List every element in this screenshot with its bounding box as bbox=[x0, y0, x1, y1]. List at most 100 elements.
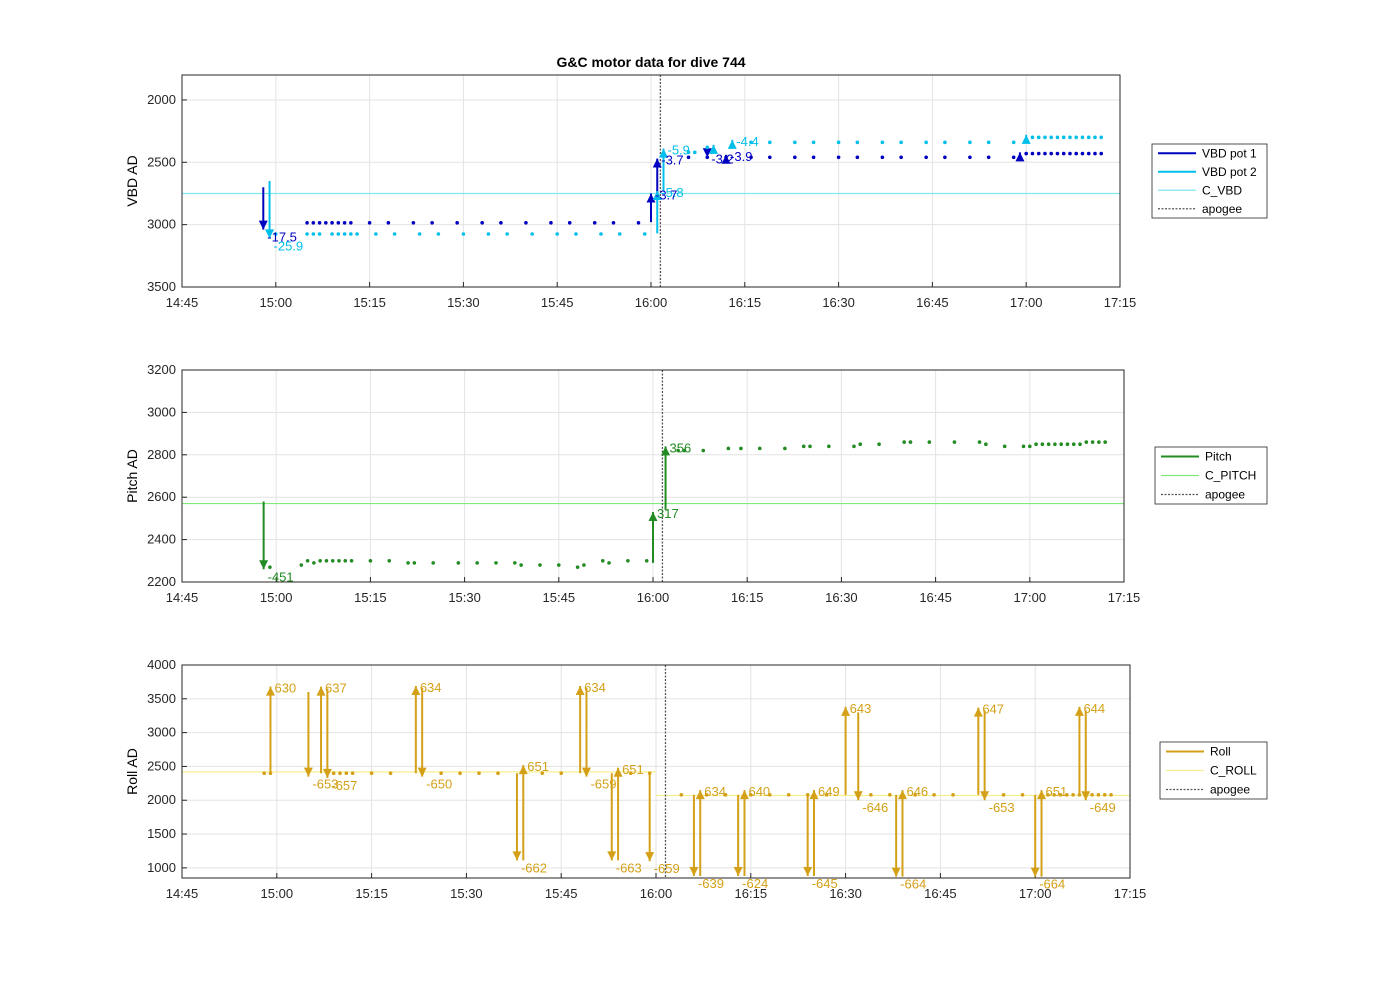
chart-panels: 14:45 15:00 15:15 15:30 15:45 16:00 16:15 16:30… bbox=[124, 74, 1268, 901]
data-point bbox=[574, 232, 578, 236]
data-point bbox=[530, 232, 534, 236]
data-point bbox=[679, 793, 684, 797]
move-label: -646 bbox=[862, 800, 888, 815]
data-point bbox=[913, 793, 917, 797]
legend-entry: C_VBD bbox=[1202, 183, 1242, 197]
data-point bbox=[855, 155, 860, 160]
data-point bbox=[986, 155, 991, 160]
move-arrow-head bbox=[841, 706, 851, 716]
x-tick-label: 15:30 bbox=[447, 295, 480, 310]
data-point bbox=[355, 232, 359, 236]
legend-entry: C_PITCH bbox=[1205, 469, 1256, 483]
move-label: 651 bbox=[1046, 784, 1068, 799]
data-point bbox=[1096, 793, 1101, 797]
y-tick-label: 2000 bbox=[147, 92, 176, 107]
data-point bbox=[1011, 155, 1016, 160]
move-label: 634 bbox=[584, 680, 606, 695]
y-axis-label: Roll AD bbox=[124, 748, 140, 795]
data-point bbox=[1028, 444, 1032, 449]
data-point bbox=[1109, 793, 1113, 797]
data-point bbox=[1055, 151, 1060, 156]
data-point bbox=[1084, 440, 1089, 444]
data-point bbox=[1068, 151, 1072, 156]
data-point bbox=[455, 220, 459, 225]
data-point bbox=[793, 140, 797, 145]
data-point bbox=[1086, 135, 1091, 140]
data-point bbox=[436, 232, 441, 236]
data-point bbox=[513, 561, 517, 565]
move-arrow-head bbox=[1037, 790, 1047, 800]
data-point bbox=[749, 793, 753, 797]
data-point bbox=[701, 448, 706, 453]
axes-frame bbox=[181, 74, 1121, 288]
move-arrow-head bbox=[265, 686, 275, 696]
move-label: -25.9 bbox=[274, 238, 304, 253]
data-point bbox=[768, 140, 772, 145]
move-label: -662 bbox=[521, 860, 547, 875]
move-arrow-head bbox=[695, 790, 705, 800]
data-layer bbox=[182, 75, 1120, 287]
data-point bbox=[274, 232, 278, 236]
data-point bbox=[1090, 440, 1095, 444]
data-point bbox=[749, 155, 753, 160]
data-point bbox=[344, 771, 349, 775]
move-label: 647 bbox=[982, 702, 1004, 717]
data-point bbox=[611, 220, 616, 225]
data-point bbox=[330, 232, 334, 236]
data-point bbox=[986, 140, 991, 145]
y-tick-label: 1500 bbox=[147, 826, 176, 841]
data-point bbox=[430, 220, 434, 225]
move-label: -653 bbox=[989, 800, 1015, 815]
move-arrow-head bbox=[581, 767, 591, 777]
x-tick-label: 14:45 bbox=[166, 295, 199, 310]
x-tick-label: 16:30 bbox=[822, 295, 855, 310]
move-label: -650 bbox=[426, 777, 452, 792]
axes-frame bbox=[181, 369, 1125, 583]
data-point bbox=[626, 559, 630, 563]
data-point bbox=[932, 793, 936, 797]
data-point bbox=[811, 155, 816, 160]
data-point bbox=[1086, 151, 1091, 156]
panel-vbd: 14:45 15:00 15:15 15:30 15:45 16:00 16:15 16:30… bbox=[124, 74, 1268, 310]
move-arrow-head bbox=[739, 790, 749, 800]
move-arrow-head bbox=[518, 765, 528, 775]
data-point bbox=[1049, 151, 1054, 156]
data-point bbox=[540, 771, 545, 775]
y-axis-label: VBD AD bbox=[124, 155, 140, 206]
x-tick-label: 16:00 bbox=[637, 590, 670, 605]
move-arrow-head bbox=[607, 851, 617, 861]
x-tick-label: 17:00 bbox=[1014, 590, 1047, 605]
data-point bbox=[1040, 442, 1045, 447]
x-tick-label: 17:15 bbox=[1104, 295, 1137, 310]
data-point bbox=[1090, 793, 1094, 797]
data-point bbox=[312, 561, 316, 565]
move-label: -663 bbox=[616, 860, 642, 875]
data-point bbox=[1043, 135, 1047, 140]
data-point bbox=[723, 793, 728, 797]
data-point bbox=[1071, 442, 1076, 447]
data-point bbox=[475, 561, 479, 565]
data-point bbox=[783, 446, 787, 451]
data-point bbox=[330, 220, 334, 225]
data-point bbox=[1061, 135, 1066, 140]
x-tick-label: 14:45 bbox=[166, 590, 199, 605]
data-point bbox=[262, 771, 266, 775]
data-point bbox=[793, 155, 797, 160]
data-point bbox=[477, 771, 481, 775]
move-arrow-head bbox=[980, 791, 990, 801]
data-layer bbox=[182, 370, 1124, 582]
x-tick-label: 16:30 bbox=[825, 590, 858, 605]
y-tick-label: 2500 bbox=[147, 154, 176, 169]
move-label: -645 bbox=[812, 876, 838, 891]
data-point bbox=[342, 232, 347, 236]
x-tick-label: 15:00 bbox=[260, 295, 293, 310]
move-arrow-head bbox=[417, 767, 427, 777]
data-point bbox=[908, 440, 913, 444]
data-point bbox=[1103, 440, 1107, 444]
y-tick-label: 2200 bbox=[147, 574, 176, 589]
y-tick-label: 3200 bbox=[147, 362, 176, 377]
data-point bbox=[1058, 793, 1063, 797]
data-point bbox=[299, 563, 304, 567]
data-point bbox=[505, 232, 509, 236]
